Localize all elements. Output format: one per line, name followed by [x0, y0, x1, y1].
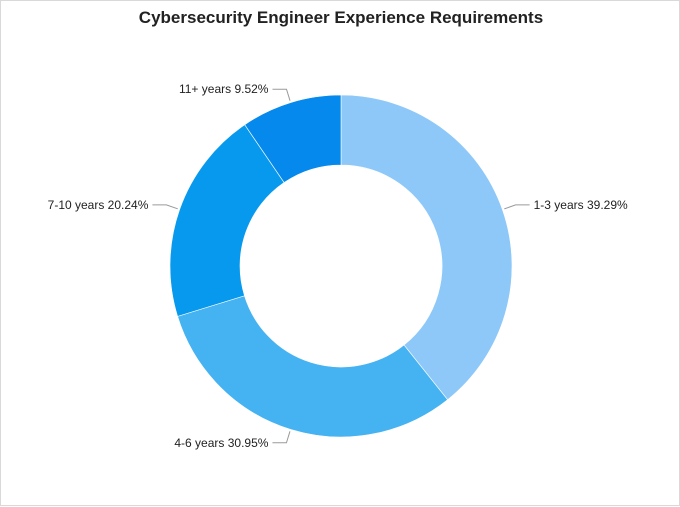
- data-label: 1-3 years 39.29%: [534, 198, 628, 212]
- slice-4-6-years: [177, 295, 449, 438]
- chart-title: Cybersecurity Engineer Experience Requir…: [138, 8, 544, 27]
- slice-1-3-years: [340, 94, 513, 401]
- leader-line: [272, 88, 291, 101]
- data-label: 7-10 years 20.24%: [48, 198, 149, 212]
- data-label: 4-6 years 30.95%: [174, 436, 268, 450]
- leader-line: [152, 204, 178, 210]
- data-label: 11+ years 9.52%: [179, 82, 269, 96]
- slice-11-years: [244, 94, 342, 183]
- leader-line: [272, 431, 291, 444]
- leader-line: [504, 204, 530, 210]
